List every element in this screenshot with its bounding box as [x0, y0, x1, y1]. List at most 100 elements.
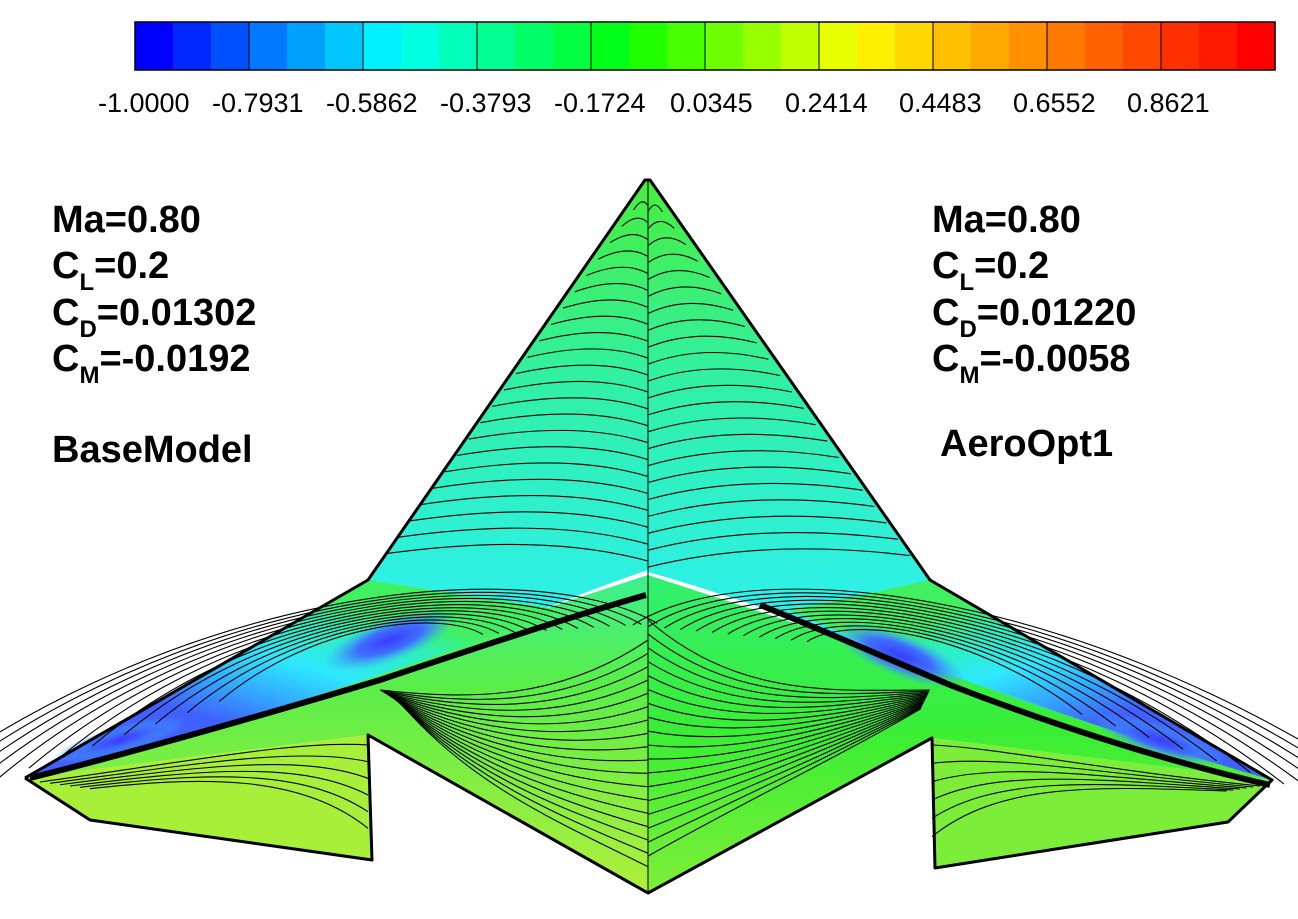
contour-line [931, 778, 1241, 801]
contour-line [931, 787, 1227, 838]
contour-line [69, 770, 369, 796]
contour-line [647, 466, 851, 484]
right-info-panel: Ma=0.80 CL=0.2 CD=0.01220 CM=-0.0058 Aer… [932, 199, 1136, 465]
contour-line [647, 698, 926, 738]
colorbar-tick-label: -0.1724 [554, 88, 646, 118]
coef-symbol: C [52, 292, 79, 334]
contour-line [480, 413, 649, 427]
coef-symbol: C [932, 292, 959, 334]
colorbar-swatch [667, 22, 706, 70]
colorbar-swatch [1237, 22, 1276, 70]
colorbar-swatches [135, 22, 1276, 70]
colorbar-tick-label: 0.6552 [1013, 88, 1096, 118]
right-tip-suction [1093, 713, 1227, 767]
contour-line [0, 591, 642, 742]
colorbar-swatch [439, 22, 478, 70]
contour-line [647, 499, 875, 517]
coef-value: =0.01302 [97, 292, 257, 334]
contour-line [647, 697, 927, 729]
contour-line [515, 364, 649, 376]
contour-line [550, 315, 649, 326]
colorbar-tick-label: 0.2414 [785, 88, 868, 118]
coef-value: =0.2 [974, 245, 1049, 287]
colorbar-tick-label: -0.3793 [440, 88, 532, 118]
colorbar-swatch [857, 22, 896, 70]
coef-symbol: C [932, 245, 959, 287]
drag-coefficient: CD=0.01220 [932, 292, 1136, 343]
contour-line [931, 744, 1261, 787]
colorbar-swatch [1199, 22, 1238, 70]
contour-line [398, 700, 649, 868]
contour-line [647, 384, 793, 399]
contour-line [647, 619, 931, 691]
lift-coefficient: CL=0.2 [52, 245, 169, 296]
colorbar-swatch [1161, 22, 1200, 70]
contour-line [648, 592, 1298, 749]
contour-line [539, 332, 649, 342]
colorbar-swatch [515, 22, 554, 70]
contour-line [647, 450, 840, 467]
contour-line [931, 760, 1254, 788]
contour-line [647, 351, 769, 365]
contour-line [396, 699, 649, 841]
colorbar-swatch [1047, 22, 1086, 70]
contour-line [60, 607, 563, 758]
colorbar-swatch [1009, 22, 1048, 70]
contour-line [155, 616, 515, 725]
contour-line [186, 619, 500, 714]
contour-line [218, 622, 484, 703]
moment-coefficient: CM=-0.0058 [932, 338, 1131, 389]
colorbar-tick-label: -0.5862 [326, 88, 418, 118]
contour-line [574, 283, 649, 293]
contour-line [647, 707, 922, 843]
contour-line [379, 639, 649, 696]
coef-subscript: D [79, 316, 96, 343]
colorbar-swatch [971, 22, 1010, 70]
contour-line [79, 776, 369, 813]
colorbar-tick-labels: -1.0000 -0.7931 -0.5862 -0.3793 -0.1724 … [98, 88, 1210, 118]
colorbar-swatch [477, 22, 516, 70]
mach-number: Ma=0.80 [52, 199, 201, 241]
contour-line [711, 607, 1285, 785]
flying-wing-surface [0, 178, 1298, 895]
coef-subscript: L [959, 269, 974, 296]
contour-line [0, 600, 595, 778]
right-aft-surface [648, 575, 1272, 893]
colorbar-tick-label: -0.7931 [212, 88, 304, 118]
coef-value: =0.2 [94, 245, 169, 287]
colorbar-tick-label: 0.0345 [670, 88, 753, 118]
contour-line [633, 201, 649, 211]
contour-line [456, 446, 649, 461]
contour-line [89, 780, 369, 829]
contour-line [647, 515, 887, 534]
contour-line [727, 610, 1251, 773]
colorbar-swatch [895, 22, 934, 70]
colorbar-tick-label: 0.8621 [1127, 88, 1210, 118]
contour-line [931, 771, 1247, 789]
colorbar-tick-label: -1.0000 [98, 88, 190, 118]
colorbar-swatch [933, 22, 972, 70]
contour-line [647, 700, 925, 760]
contour-line [695, 603, 1298, 782]
colorbar-swatch [173, 22, 212, 70]
contour-line [445, 462, 649, 478]
coef-subscript: D [959, 316, 976, 343]
contour-line [392, 697, 649, 801]
colorbar-frame [134, 21, 1276, 71]
contour-line [647, 335, 757, 348]
contour-line [647, 302, 734, 314]
contour-line [647, 401, 804, 416]
contour-line [647, 204, 663, 213]
left-aft-surface [25, 575, 648, 893]
contour-line [647, 482, 863, 501]
colorbar-swatch [629, 22, 668, 70]
coef-subscript: L [79, 269, 94, 296]
contour-line [647, 706, 922, 829]
contour-line [680, 599, 1298, 770]
contour-line [647, 699, 926, 748]
contour-line [409, 511, 649, 528]
model-name: AeroOpt1 [940, 423, 1113, 465]
mach-number: Ma=0.80 [932, 199, 1081, 241]
colorbar-swatch [249, 22, 288, 70]
